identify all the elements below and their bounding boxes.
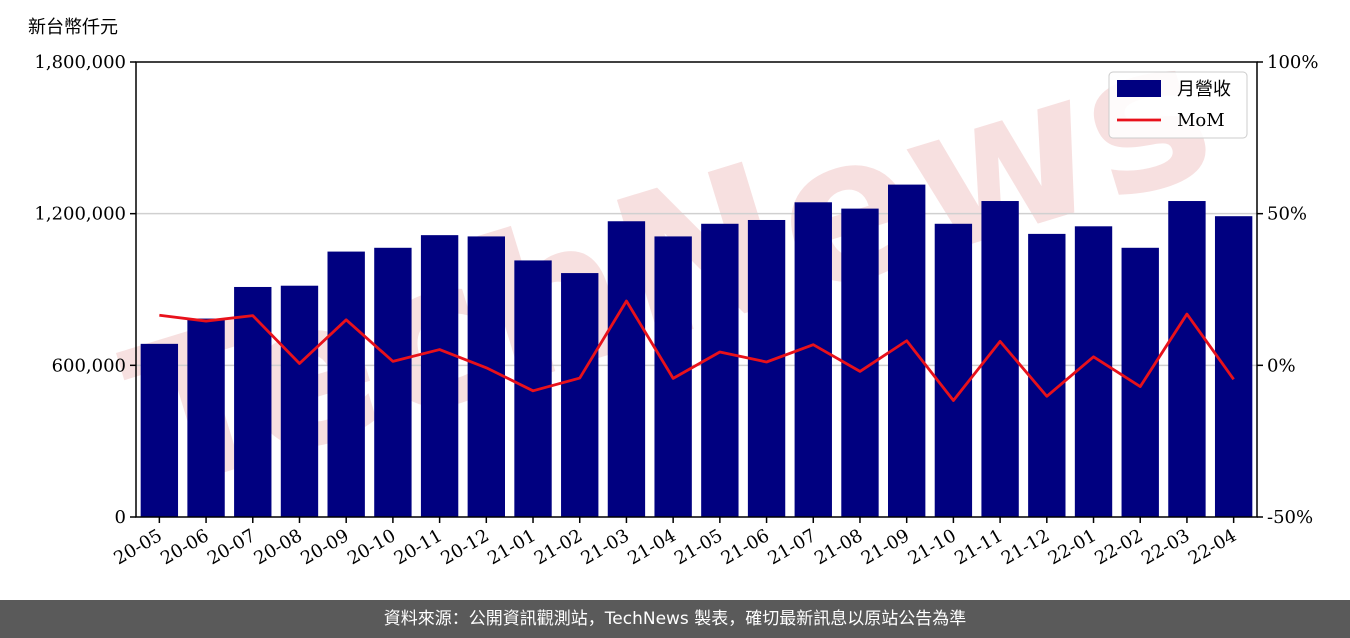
y-right-tick-label: 0% — [1267, 355, 1296, 376]
legend-swatch-bar — [1117, 80, 1161, 97]
x-tick-label: 20-09 — [297, 525, 352, 569]
source-text: 資料來源：公開資訊觀測站，TechNews 製表，確切最新訊息以原站公告為準 — [383, 609, 967, 629]
x-tick-label: 22-03 — [1138, 525, 1193, 569]
bar — [1121, 247, 1159, 517]
bar — [561, 273, 599, 517]
x-tick-label: 21-09 — [858, 525, 913, 569]
bar — [280, 285, 319, 517]
x-tick-label: 21-03 — [577, 525, 632, 569]
x-tick-label: 20-10 — [344, 525, 399, 569]
bar — [420, 235, 459, 517]
x-tick-label: 21-12 — [998, 525, 1053, 569]
bar — [1028, 233, 1066, 517]
bar — [467, 236, 505, 517]
y-right-tick-label: 100% — [1267, 52, 1318, 73]
bar — [1214, 216, 1253, 517]
bar — [374, 247, 412, 517]
bar — [607, 221, 646, 517]
x-tick-label: 20-05 — [110, 525, 165, 569]
y-axis-unit-label: 新台幣仟元 — [28, 17, 118, 38]
x-tick-label: 20-07 — [204, 525, 259, 569]
x-tick-label: 21-02 — [531, 525, 586, 569]
source-footer: 資料來源：公開資訊觀測站，TechNews 製表，確切最新訊息以原站公告為準 — [0, 600, 1350, 638]
x-tick-label: 21-07 — [764, 525, 819, 569]
x-tick-label: 21-06 — [718, 525, 773, 569]
legend: 月營收 MoM — [1108, 71, 1248, 139]
line-series — [159, 299, 1235, 402]
bar — [234, 286, 272, 517]
y-right-tick-label: -50% — [1267, 507, 1313, 528]
x-tick-label: 21-11 — [951, 525, 1006, 569]
chart: TechNews 新台幣仟元 0600,0001,200,0001,800,00… — [28, 0, 1318, 569]
bar-series — [140, 184, 1253, 518]
mom-line — [159, 299, 1235, 402]
y-left-tick-label: 0 — [115, 507, 126, 528]
bar — [747, 219, 786, 517]
bar — [934, 223, 973, 517]
y-right-tick-label: 50% — [1267, 204, 1307, 225]
legend-label-line: MoM — [1177, 110, 1225, 131]
plot-frame — [135, 61, 1258, 518]
bar — [140, 343, 179, 517]
y-left-tick-label: 1,200,000 — [34, 204, 126, 225]
x-tick-label: 22-02 — [1091, 525, 1146, 569]
x-tick-label: 22-01 — [1045, 525, 1100, 569]
bar — [187, 318, 225, 517]
bar — [888, 184, 926, 517]
bar — [514, 260, 552, 517]
bar — [327, 251, 365, 518]
x-tick-label: 21-05 — [671, 525, 726, 569]
y-left-tick-label: 1,800,000 — [34, 52, 126, 73]
x-tick-label: 22-04 — [1185, 525, 1240, 569]
x-tick-label: 21-10 — [904, 525, 959, 569]
bar — [1168, 201, 1206, 517]
legend-label-bar: 月營收 — [1177, 79, 1231, 100]
bar — [794, 202, 832, 517]
bar — [1074, 226, 1113, 518]
x-tick-label: 20-08 — [251, 525, 306, 569]
x-tick-label: 21-04 — [624, 525, 679, 569]
x-tick-label: 21-01 — [484, 525, 539, 569]
x-tick-label: 20-11 — [391, 525, 446, 569]
bar — [701, 223, 739, 517]
x-tick-label: 20-12 — [437, 525, 492, 569]
y-left-tick-label: 600,000 — [52, 355, 126, 376]
x-tick-label: 21-08 — [811, 525, 866, 569]
